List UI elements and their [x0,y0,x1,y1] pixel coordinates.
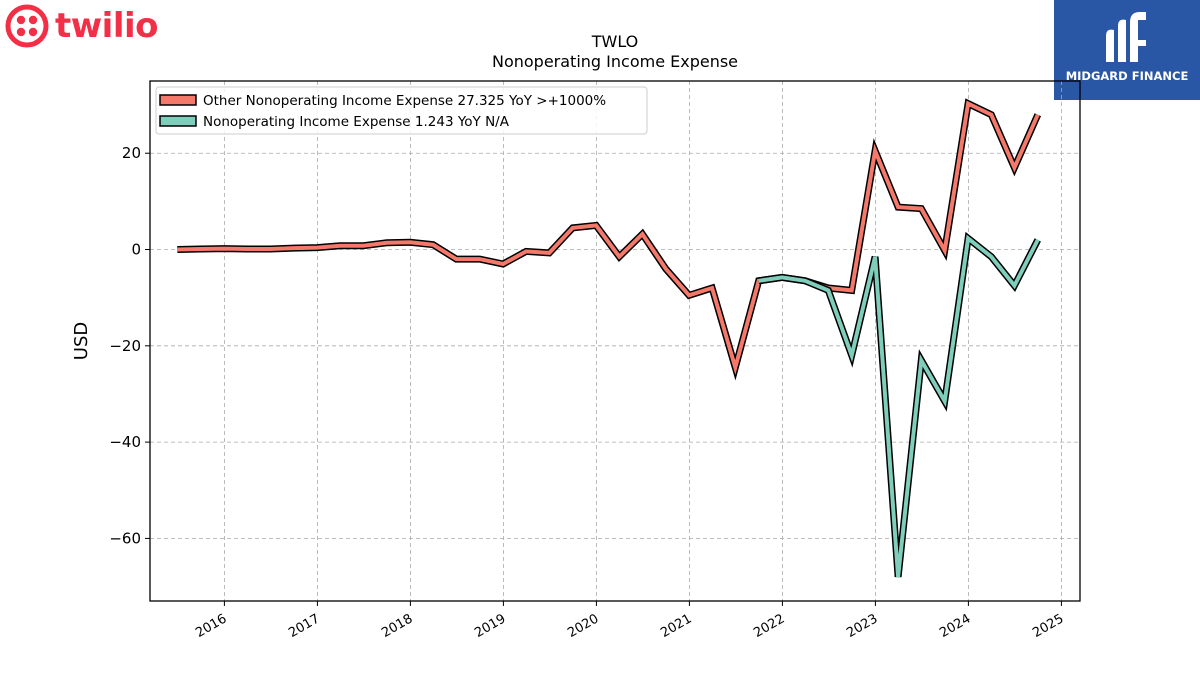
series-layer [177,98,1042,578]
x-tick-label: 2020 [565,611,601,641]
x-tick-label: 2018 [379,611,415,641]
x-tick-label: 2025 [1030,611,1066,641]
series-1 [177,98,1042,381]
y-tick-label: −40 [109,433,141,451]
legend-box [155,86,648,135]
x-tick-label: 2021 [658,611,694,641]
midgard-wordmark: MIDGARD FINANCE [1065,69,1189,83]
series-line [758,234,1040,578]
legend-swatch [159,94,197,106]
twilio-wordmark: twilio [55,6,158,46]
chart-subtitle: Nonoperating Income Expense [492,52,738,71]
legend-label: Nonoperating Income Expense 1.243 YoY N/… [203,114,510,130]
series-2 [758,231,1041,578]
y-tick-label: 0 [131,241,141,259]
x-tick-label: 2017 [286,611,322,641]
x-tick-label: 2022 [751,611,787,641]
y-tick-label: 20 [122,144,141,162]
series-line [177,100,1040,375]
twilio-logo: twilio [5,4,158,48]
legend-label: Other Nonoperating Income Expense 27.325… [203,93,606,109]
x-tick-label: 2023 [844,611,880,641]
midgard-logo-icon [1106,12,1146,63]
grid [150,81,1080,601]
twilio-logo-icon [5,4,49,48]
chart-title: TWLO [591,32,639,51]
midgard-finance-logo: MIDGARD FINANCE [1054,0,1200,100]
series-outline [177,98,1042,381]
plot-frame [149,80,1081,602]
y-tick-label: −60 [109,529,141,547]
y-axis-label: USD [71,322,92,360]
axis-ticks: 20 0 −20 −40 −60 2016 2017 2018 2019 2020 2021 2022… [109,144,1066,641]
legend: Other Nonoperating Income Expense 27.325… [155,86,648,135]
x-tick-label: 2016 [193,611,229,641]
series-outline [758,231,1041,578]
x-tick-label: 2024 [937,611,973,641]
legend-swatch [159,115,197,127]
x-tick-label: 2019 [472,611,508,641]
y-tick-label: −20 [109,337,141,355]
